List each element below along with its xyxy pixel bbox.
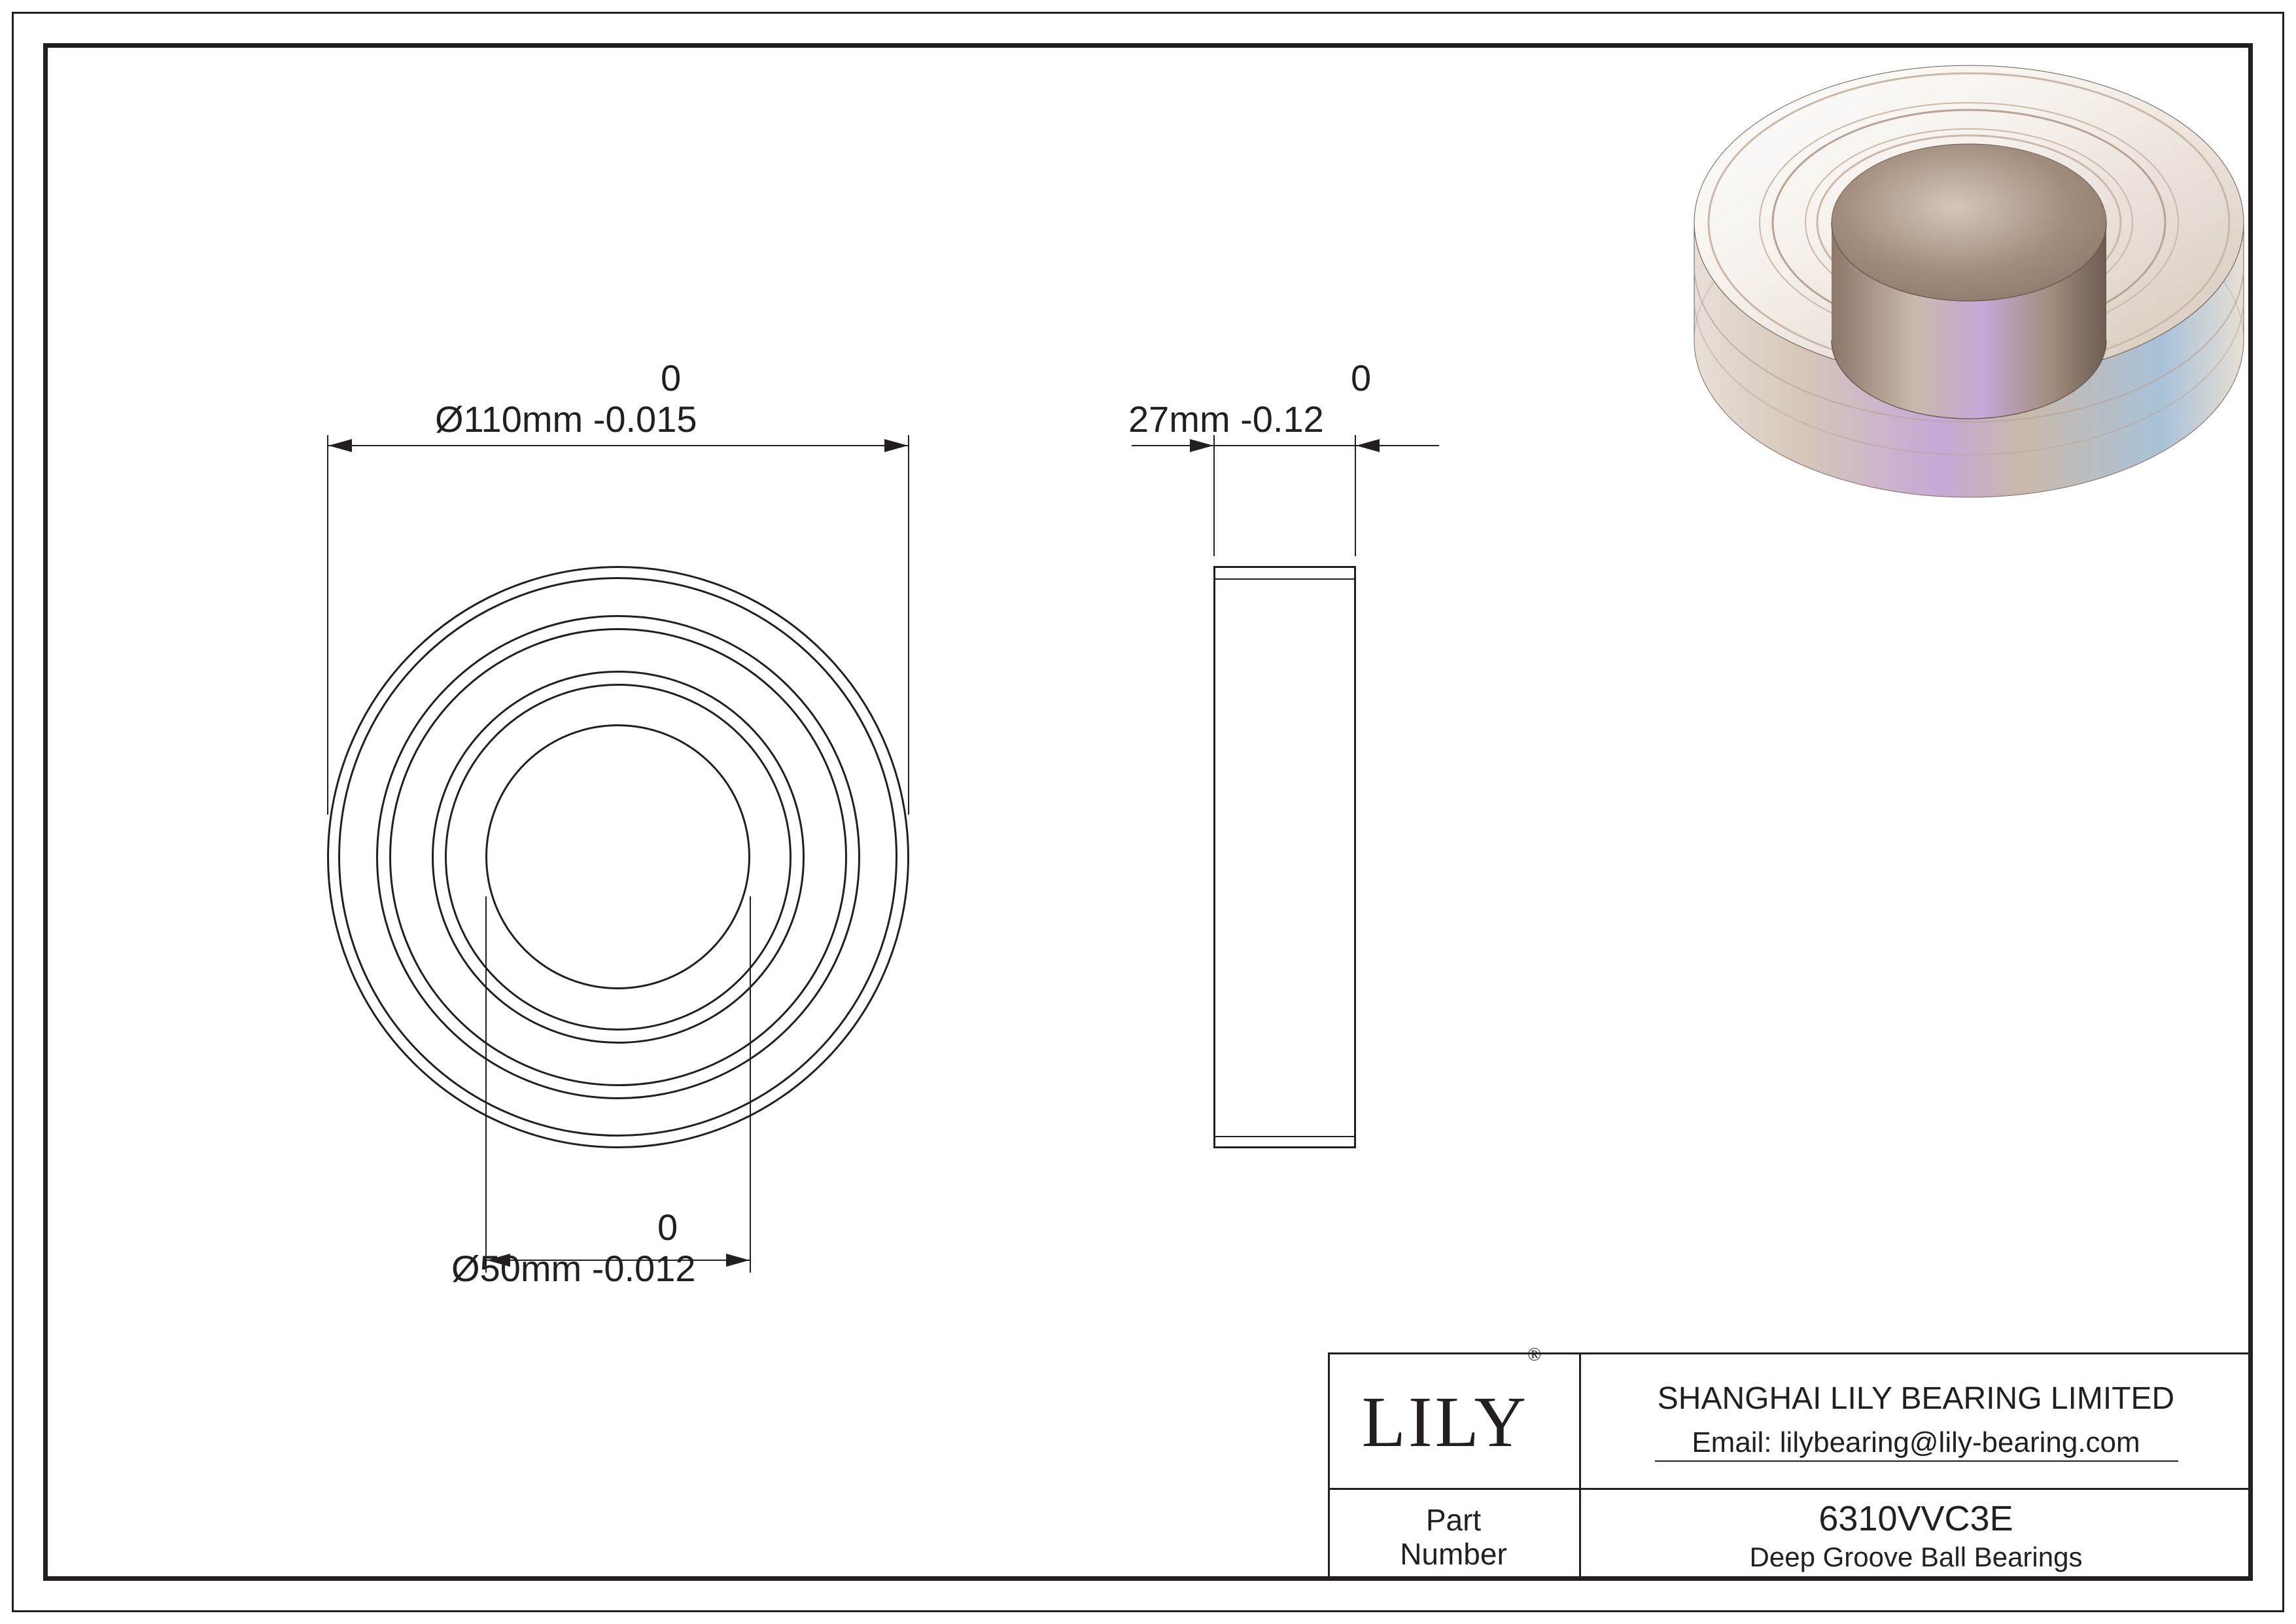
titleblock-top-border (1328, 1352, 2253, 1354)
inner-dim-arrow-right (726, 1254, 750, 1267)
outer-dim-ext-right (908, 435, 909, 815)
side-view-rect (1213, 566, 1356, 1148)
logo-text: LILY (1362, 1382, 1529, 1462)
outer-dim-value: Ø110mm -0.015 (435, 398, 697, 440)
titleblock-part-label-1: Part (1328, 1502, 1579, 1538)
outer-dim-ext-left (327, 435, 328, 815)
titleblock-part-label-2: Number (1328, 1536, 1579, 1572)
side-view-inner-line-bottom (1215, 1136, 1354, 1137)
inner-dim-ext-right (750, 896, 751, 1273)
iso-view-render (1661, 59, 2276, 504)
width-dim-arrow-right (1356, 439, 1380, 452)
titleblock-email: Email: lilybearing@lily-bearing.com (1579, 1426, 2253, 1459)
logo-reg: ® (1527, 1345, 1544, 1365)
outer-dim-arrow-right (884, 439, 908, 452)
width-dim-arrow-left (1190, 439, 1213, 452)
width-dim-ext-left (1213, 435, 1215, 556)
front-view-circle-bore (485, 724, 750, 989)
titleblock-row-divider (1328, 1488, 2253, 1490)
inner-dim-tol-upper: 0 (657, 1206, 678, 1248)
side-view-inner-line-top (1215, 578, 1354, 580)
width-dim-tol-upper: 0 (1351, 357, 1371, 399)
outer-dim-tol-upper: 0 (661, 357, 681, 399)
outer-dim-line (327, 445, 909, 446)
inner-dim-ext-left (485, 896, 487, 1273)
width-dim-value: 27mm -0.12 (1128, 398, 1324, 440)
width-dim-line (1132, 445, 1439, 446)
titleblock-part-desc: Deep Groove Ball Bearings (1579, 1542, 2253, 1573)
titleblock-company: SHANGHAI LILY BEARING LIMITED (1579, 1381, 2253, 1417)
width-dim-ext-right (1355, 435, 1356, 556)
inner-dim-value: Ø50mm -0.012 (451, 1247, 696, 1290)
outer-dim-arrow-left (328, 439, 352, 452)
titleblock-part-number: 6310VVC3E (1579, 1498, 2253, 1539)
titleblock-logo: LILY® (1341, 1381, 1566, 1464)
titleblock-email-underline (1655, 1460, 2178, 1462)
